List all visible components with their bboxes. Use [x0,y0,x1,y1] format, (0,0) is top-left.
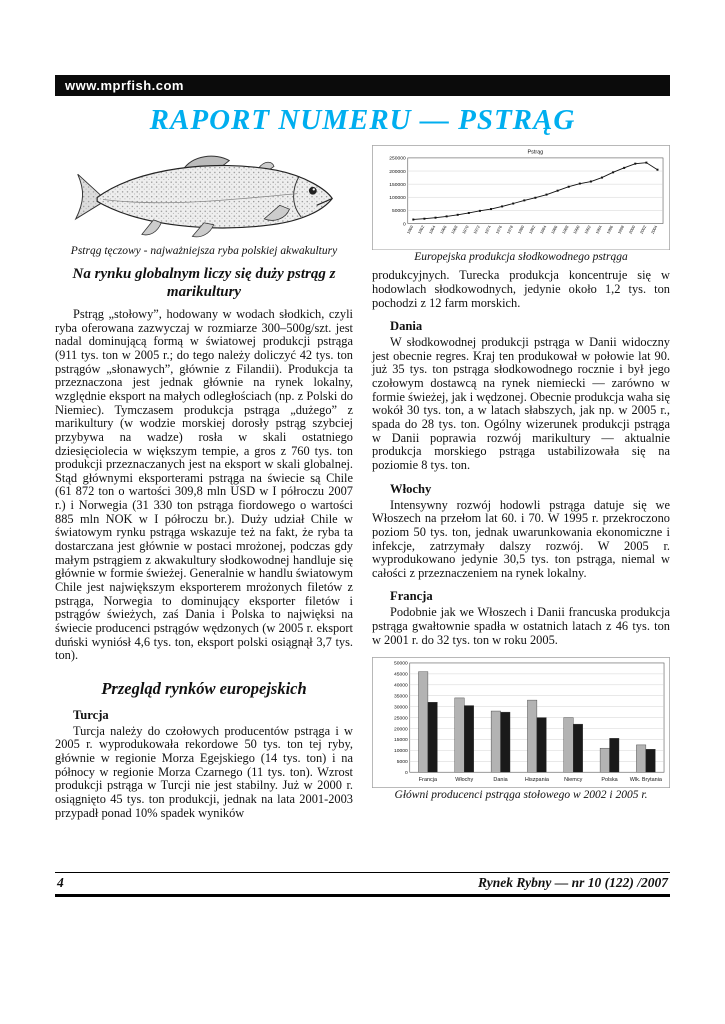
svg-text:Pstrąg: Pstrąg [528,149,544,155]
svg-text:2004: 2004 [650,224,659,235]
svg-text:1988: 1988 [561,224,570,235]
svg-text:45000: 45000 [394,672,408,678]
svg-text:50000: 50000 [392,208,406,214]
footer-rule-bottom [55,894,670,897]
page-number: 4 [57,875,64,890]
svg-text:Wlk. Brytania: Wlk. Brytania [630,778,663,784]
continuation-paragraph: produkcyjnych. Turecka produkcja koncent… [372,268,670,310]
svg-text:Polska: Polska [601,778,618,784]
subsection-turcja: Turcja [73,707,109,722]
fish-caption: Pstrąg tęczowy - najważniejsza ryba pols… [70,245,338,258]
svg-text:50000: 50000 [394,661,408,667]
svg-text:150000: 150000 [389,182,406,188]
article-heading: Na rynku globalnym liczy się duży pstrąg… [72,266,336,301]
svg-text:100000: 100000 [389,195,406,201]
journal-title: Rynek Rybny — nr 10 (122) /2007 [477,875,668,890]
line-chart: Pstrąg 0 50000 100000 150000 200000 250000 1960… [372,145,670,251]
svg-text:1964: 1964 [428,224,437,235]
svg-text:1972: 1972 [472,225,481,235]
francja-paragraph: Podobnie jak we Włoszech i Danii francus… [372,605,670,647]
line-chart-caption: Europejska produkcja słodkowodnego pstrą… [414,251,628,264]
turcja-paragraph: Turcja należy do czołowych producentów p… [55,723,353,820]
svg-text:20000: 20000 [394,727,408,733]
svg-text:1992: 1992 [583,225,592,235]
subsection-francja: Francja [390,589,433,604]
dania-paragraph: W słodkowodnej produkcji pstrąga w Danii… [372,335,670,472]
svg-text:1986: 1986 [550,224,559,235]
svg-text:1982: 1982 [528,225,537,235]
svg-text:10000: 10000 [394,749,408,755]
svg-text:5000: 5000 [397,759,408,765]
left-column: Pstrąg tęczowy - najważniejsza ryba pols… [55,143,353,822]
svg-text:2002: 2002 [639,225,648,235]
svg-text:200000: 200000 [389,169,406,175]
article-main-paragraph: Pstrąg „stołowy”, hodowany w wodach słod… [55,307,353,663]
svg-text:15000: 15000 [394,738,408,744]
svg-text:1976: 1976 [494,224,503,235]
svg-text:1978: 1978 [506,224,515,235]
svg-text:1962: 1962 [417,225,426,235]
subsection-dania: Dania [390,319,423,334]
svg-text:25000: 25000 [394,716,408,722]
section-heading-european-markets: Przegląd rynków europejskich [101,678,307,698]
svg-text:1996: 1996 [605,224,614,235]
trout-illustration [68,147,340,244]
right-column: Pstrąg 0 50000 100000 150000 200000 250000 1960… [372,143,670,807]
svg-text:1970: 1970 [461,224,470,235]
website-banner: www.mprfish.com [55,75,670,96]
svg-text:Niemcy: Niemcy [564,778,582,784]
svg-text:30000: 30000 [394,705,408,711]
svg-text:1990: 1990 [572,224,581,235]
svg-text:1966: 1966 [439,224,448,235]
bar-chart-caption: Główni producenci pstrąga stołowego w 20… [394,789,648,802]
svg-text:1994: 1994 [594,224,603,235]
svg-text:250000: 250000 [389,156,406,162]
two-column-layout: Pstrąg tęczowy - najważniejsza ryba pols… [55,143,670,822]
svg-text:Hiszpania: Hiszpania [525,778,550,784]
svg-text:35000: 35000 [394,694,408,700]
page-footer: 4 Rynek Rybny — nr 10 (122) /2007 [55,872,670,897]
footer-rule-top [55,872,670,873]
svg-text:Włochy: Włochy [455,778,473,784]
svg-text:1980: 1980 [517,224,526,235]
svg-text:Francja: Francja [419,778,438,784]
svg-text:0: 0 [405,770,408,776]
svg-text:1974: 1974 [483,224,492,235]
website-url: www.mprfish.com [65,78,184,93]
svg-text:2000: 2000 [628,224,637,235]
svg-text:1968: 1968 [450,224,459,235]
svg-text:1998: 1998 [617,224,626,235]
svg-text:Dania: Dania [493,778,508,784]
page-title: RAPORT NUMERU — PSTRĄG [149,104,576,136]
line-chart-figure: Pstrąg 0 50000 100000 150000 200000 250000 1960… [372,145,670,251]
bar-chart-figure: 0 5000 10000 15000 20000 25000 30000 35000 40000… [372,657,670,789]
svg-text:40000: 40000 [394,683,408,689]
svg-text:0: 0 [403,221,406,227]
wlochy-paragraph: Intensywny rozwój hodowli pstrąga datuje… [372,497,670,580]
svg-text:1984: 1984 [539,224,548,235]
bar-chart: 0 5000 10000 15000 20000 25000 30000 35000 40000… [372,657,670,789]
svg-text:1960: 1960 [406,224,415,235]
subsection-wlochy: Włochy [390,481,432,496]
trout-drawing-icon [74,155,333,238]
